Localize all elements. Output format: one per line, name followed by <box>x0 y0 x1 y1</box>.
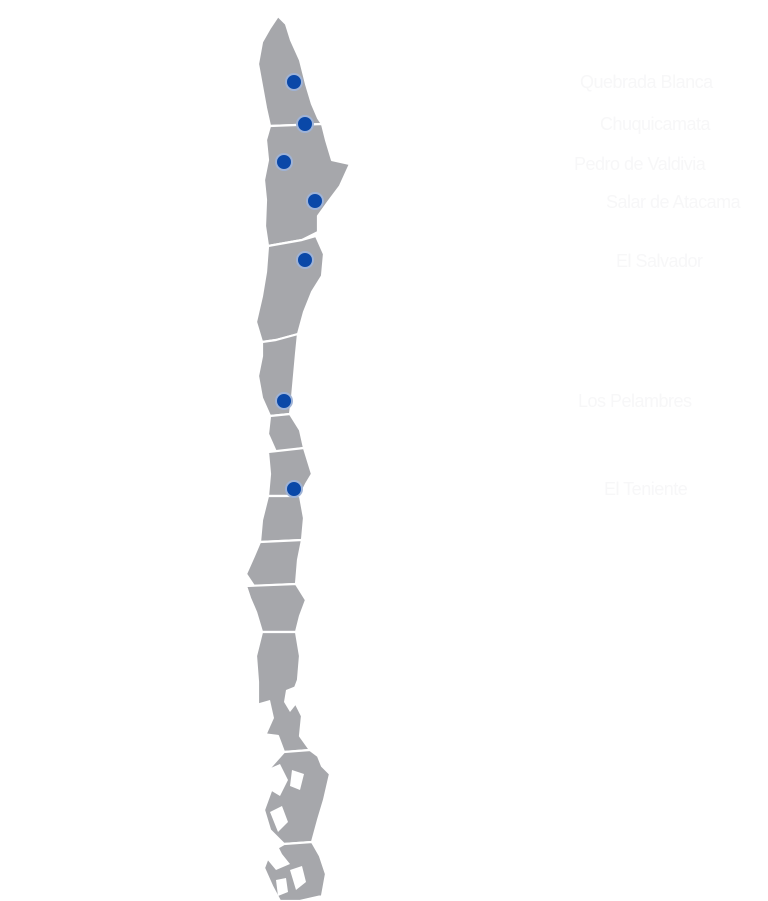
fjord-cutout <box>256 700 274 736</box>
region-aysen <box>262 748 332 846</box>
region-atacama <box>254 234 326 344</box>
site-label-chuquicamata: Chuquicamata <box>600 114 711 134</box>
fjord-cutout <box>284 686 298 712</box>
region-maule <box>258 494 306 544</box>
fjord-cutout <box>290 770 304 790</box>
site-label-los-pelambres: Los Pelambres <box>578 391 692 411</box>
region-arica-tarapaca <box>256 14 324 128</box>
fjord-cutout <box>290 866 306 890</box>
fjord-cutout <box>270 806 288 832</box>
site-marker-salar-de-atacama[interactable] <box>306 192 324 210</box>
site-label-quebrada-blanca: Quebrada Blanca <box>580 72 713 92</box>
site-marker-chuquicamata[interactable] <box>296 115 314 133</box>
site-label-el-salvador: El Salvador <box>616 251 703 271</box>
fjord-cutout <box>266 764 288 796</box>
site-marker-quebrada-blanca[interactable] <box>285 73 303 91</box>
fjord-cutout <box>262 838 290 870</box>
region-biobio <box>244 538 304 588</box>
region-valparaiso-santiago <box>266 412 306 454</box>
site-marker-pedro-de-valdivia[interactable] <box>275 153 293 171</box>
region-antofagasta <box>262 122 352 248</box>
fjord-cutout <box>276 878 288 896</box>
site-marker-el-salvador[interactable] <box>296 251 314 269</box>
site-label-el-teniente: El Teniente <box>604 479 688 499</box>
site-marker-los-pelambres[interactable] <box>275 392 293 410</box>
site-label-pedro-de-valdivia: Pedro de Valdivia <box>574 154 706 174</box>
region-araucania <box>244 582 308 634</box>
site-label-salar-de-atacama: Salar de Atacama <box>606 192 741 212</box>
site-marker-el-teniente[interactable] <box>285 480 303 498</box>
